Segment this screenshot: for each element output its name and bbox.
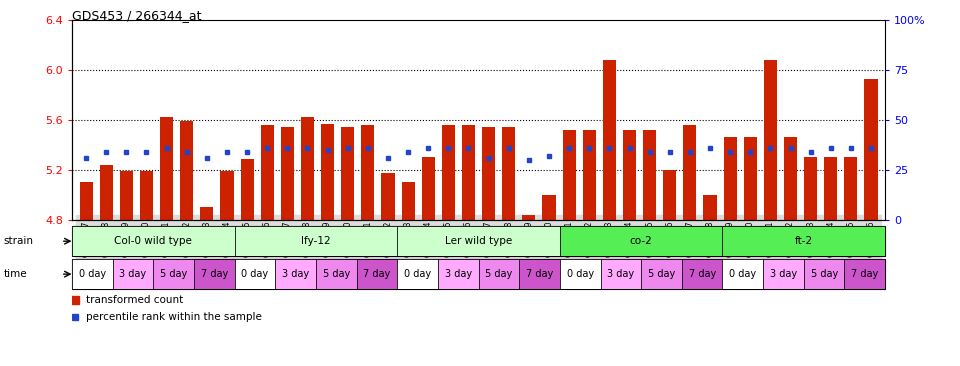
Bar (316, 259, 356, 289)
Bar (560, 226, 723, 256)
Bar (234, 226, 397, 256)
Bar (221, 171, 233, 220)
Text: Ler wild type: Ler wild type (444, 236, 513, 246)
Bar (421, 157, 435, 220)
Text: strain: strain (4, 236, 34, 246)
Text: percentile rank within the sample: percentile rank within the sample (86, 312, 262, 322)
Text: 7 day: 7 day (526, 269, 553, 279)
Bar (241, 158, 253, 220)
Bar (704, 195, 716, 220)
Bar (845, 157, 857, 220)
Bar (583, 130, 596, 220)
Bar (438, 259, 478, 289)
Text: 7 day: 7 day (201, 269, 228, 279)
Bar (72, 259, 112, 289)
Bar (80, 182, 92, 220)
Bar (724, 137, 736, 220)
Text: 7 day: 7 day (363, 269, 391, 279)
Bar (519, 259, 560, 289)
Text: co-2: co-2 (630, 236, 653, 246)
Bar (643, 130, 657, 220)
Bar (180, 121, 193, 220)
Bar (194, 259, 234, 289)
Bar (276, 259, 316, 289)
Bar (784, 137, 797, 220)
Bar (603, 60, 616, 220)
Bar (281, 127, 294, 220)
Bar (601, 259, 641, 289)
Bar (845, 259, 885, 289)
Bar (261, 125, 274, 220)
Bar (397, 259, 438, 289)
Text: 0 day: 0 day (730, 269, 756, 279)
Bar (321, 124, 334, 220)
Bar (397, 226, 560, 256)
Bar (160, 117, 173, 220)
Text: 5 day: 5 day (160, 269, 187, 279)
Bar (682, 259, 723, 289)
Bar (542, 195, 556, 220)
Text: 0 day: 0 day (404, 269, 431, 279)
Bar (825, 157, 837, 220)
Bar (723, 226, 885, 256)
Bar (112, 259, 154, 289)
Text: 3 day: 3 day (608, 269, 635, 279)
Bar (865, 79, 877, 220)
Text: 0 day: 0 day (79, 269, 106, 279)
Text: 7 day: 7 day (688, 269, 716, 279)
Text: 5 day: 5 day (810, 269, 838, 279)
Text: 0 day: 0 day (241, 269, 269, 279)
Text: 0 day: 0 day (566, 269, 594, 279)
Text: time: time (4, 269, 28, 279)
Text: Col-0 wild type: Col-0 wild type (114, 236, 192, 246)
Bar (764, 60, 777, 220)
Bar (623, 130, 636, 220)
Bar (356, 259, 397, 289)
Bar (300, 117, 314, 220)
Bar (442, 125, 455, 220)
Bar (120, 171, 132, 220)
Bar (234, 259, 276, 289)
Bar (804, 157, 817, 220)
Bar (804, 259, 845, 289)
Text: 3 day: 3 day (282, 269, 309, 279)
Text: ft-2: ft-2 (795, 236, 813, 246)
Bar (522, 214, 536, 220)
Bar (482, 127, 495, 220)
Bar (641, 259, 682, 289)
Bar (381, 173, 395, 220)
Bar (361, 125, 374, 220)
Bar (478, 259, 519, 289)
Text: 3 day: 3 day (770, 269, 797, 279)
Bar (201, 207, 213, 220)
Text: 5 day: 5 day (485, 269, 513, 279)
Bar (341, 127, 354, 220)
Bar (72, 226, 234, 256)
Bar (744, 137, 756, 220)
Bar (723, 259, 763, 289)
Text: 5 day: 5 day (648, 269, 675, 279)
Bar (462, 125, 475, 220)
Text: GDS453 / 266344_at: GDS453 / 266344_at (72, 9, 202, 22)
Text: transformed count: transformed count (86, 295, 183, 305)
Bar (563, 130, 576, 220)
Bar (154, 259, 194, 289)
Text: 7 day: 7 day (852, 269, 878, 279)
Bar (401, 182, 415, 220)
Bar (502, 127, 516, 220)
Text: 3 day: 3 day (444, 269, 471, 279)
Bar (663, 170, 676, 220)
Bar (560, 259, 601, 289)
Bar (684, 125, 696, 220)
Bar (100, 165, 112, 220)
Text: lfy-12: lfy-12 (301, 236, 331, 246)
Text: 5 day: 5 day (323, 269, 349, 279)
Text: 3 day: 3 day (119, 269, 147, 279)
Bar (763, 259, 804, 289)
Bar (140, 171, 153, 220)
